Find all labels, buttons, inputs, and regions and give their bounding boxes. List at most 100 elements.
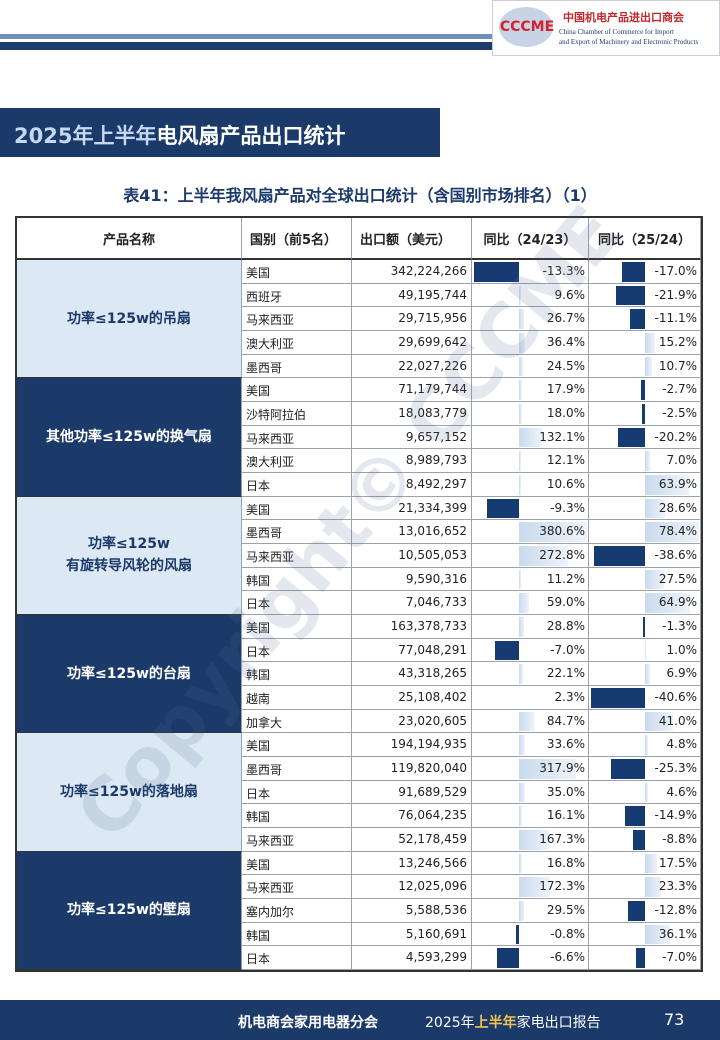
data-bar [645, 569, 664, 590]
data-bar [518, 830, 549, 850]
yoy-value: 84.7% [546, 713, 585, 728]
yoy-cell [472, 567, 589, 592]
country-cell: 澳大利亚 [242, 331, 352, 355]
yoy-cell [589, 946, 701, 970]
data-bar [633, 830, 645, 850]
country-cell: 越南 [242, 686, 352, 710]
yoy-value: 36.1% [658, 926, 697, 941]
product-cell: 功率≤125w的吊扇 [17, 260, 242, 379]
data-bar [645, 593, 690, 613]
yoy-cell [589, 331, 701, 355]
data-bar [593, 546, 645, 566]
data-bar [518, 711, 534, 732]
product-cell: 其他功率≤125w的换气扇 [17, 378, 242, 497]
export-cell: 13,246,566 [352, 851, 472, 876]
yoy-cell [472, 354, 589, 379]
export-cell: 194,194,935 [352, 733, 472, 757]
country-cell: 美国 [242, 378, 352, 402]
yoy-value: 41.0% [658, 713, 697, 728]
column-header: 同比（25/24） [589, 218, 701, 260]
data-bar [641, 404, 645, 424]
data-bar [518, 901, 525, 921]
yoy-value: -6.6% [550, 950, 585, 965]
export-cell: 12,025,096 [352, 875, 472, 899]
country-cell: 美国 [242, 260, 352, 284]
country-cell: 墨西哥 [242, 757, 352, 781]
yoy-cell [589, 567, 701, 592]
data-bar [615, 285, 645, 306]
export-cell: 10,505,053 [352, 544, 472, 568]
data-bar [645, 877, 662, 897]
footer-report: 2025年上半年家电出口报告 [425, 1012, 601, 1032]
export-cell: 22,027,226 [352, 354, 472, 379]
yoy-value: 2.3% [554, 690, 586, 704]
data-bar [516, 924, 519, 945]
country-cell: 沙特阿拉伯 [242, 402, 352, 426]
data-bar [518, 617, 524, 637]
export-cell: 21,334,399 [352, 496, 472, 521]
column-header: 国别（前5名） [242, 218, 352, 260]
yoy-value: -12.8% [654, 903, 697, 917]
yoy-value: 167.3% [539, 832, 585, 846]
data-bar [645, 782, 649, 803]
export-cell: 23,020,605 [352, 709, 472, 734]
data-bar [645, 498, 665, 519]
yoy-cell [589, 402, 701, 426]
yoy-value: 6.9% [666, 666, 698, 681]
org-en: China Chamber of Commerce for Import [559, 28, 674, 36]
data-bar [518, 451, 521, 471]
country-cell: 美国 [242, 615, 352, 639]
yoy-value: -1.3% [662, 619, 697, 633]
data-bar [518, 759, 576, 779]
header-stripe [0, 42, 492, 50]
yoy-value: 23.3% [658, 879, 697, 894]
yoy-cell [589, 520, 701, 544]
yoy-value: 10.6% [546, 477, 585, 491]
yoy-value: 26.7% [546, 311, 585, 326]
data-bar [635, 948, 645, 968]
yoy-cell [472, 780, 589, 805]
data-bar [518, 877, 550, 897]
export-cell: 4,593,299 [352, 946, 472, 970]
data-bar [591, 688, 645, 708]
yoy-cell [589, 922, 701, 947]
yoy-value: 380.6% [539, 524, 585, 539]
product-name: 功率≤125w的吊扇 [67, 310, 191, 327]
yoy-value: 7.0% [666, 453, 698, 468]
data-bar [518, 404, 523, 424]
country-cell: 美国 [242, 851, 352, 876]
section-title-rest: 电风扇产品出口统计 [156, 124, 346, 148]
yoy-cell [472, 331, 589, 355]
yoy-value: 9.6% [554, 287, 586, 302]
yoy-value: 17.5% [658, 855, 697, 870]
footer: 机电商会家用电器分会 2025年上半年家电出口报告 73 [0, 1000, 720, 1040]
table-title: 表41：上半年我风扇产品对全球出口统计（含国别市场排名）（1） [123, 186, 597, 205]
table: 产品名称 国别（前5名） 出口额（美元） 同比（24/23） 同比（25/24） 功率≤1… [15, 216, 703, 972]
product-name: 功率≤125w [88, 536, 170, 553]
data-bar [518, 593, 530, 613]
yoy-cell [589, 260, 701, 284]
yoy-value: -21.9% [654, 287, 697, 302]
data-bar [645, 735, 649, 755]
export-cell: 119,820,040 [352, 757, 472, 781]
export-cell: 52,178,459 [352, 828, 472, 852]
export-cell: 29,715,956 [352, 307, 472, 331]
yoy-value: 1.0% [666, 642, 698, 657]
data-bar [625, 806, 645, 826]
country-cell: 美国 [242, 496, 352, 521]
yoy-cell [472, 686, 589, 710]
export-cell: 91,689,529 [352, 780, 472, 805]
country-cell: 韩国 [242, 804, 352, 828]
footer-report-highlight: 上半年 [474, 1015, 517, 1031]
yoy-value: 27.5% [658, 571, 697, 586]
yoy-cell [589, 544, 701, 568]
data-bar [518, 806, 522, 826]
product-name: 有旋转导风轮的风扇 [66, 558, 192, 575]
yoy-value: 4.8% [666, 737, 698, 752]
yoy-value: 36.4% [546, 335, 585, 349]
data-bar [518, 569, 521, 590]
data-bar [518, 546, 568, 566]
export-cell: 8,989,793 [352, 449, 472, 473]
yoy-value: 16.8% [546, 855, 585, 870]
export-cell: 7,046,733 [352, 591, 472, 615]
